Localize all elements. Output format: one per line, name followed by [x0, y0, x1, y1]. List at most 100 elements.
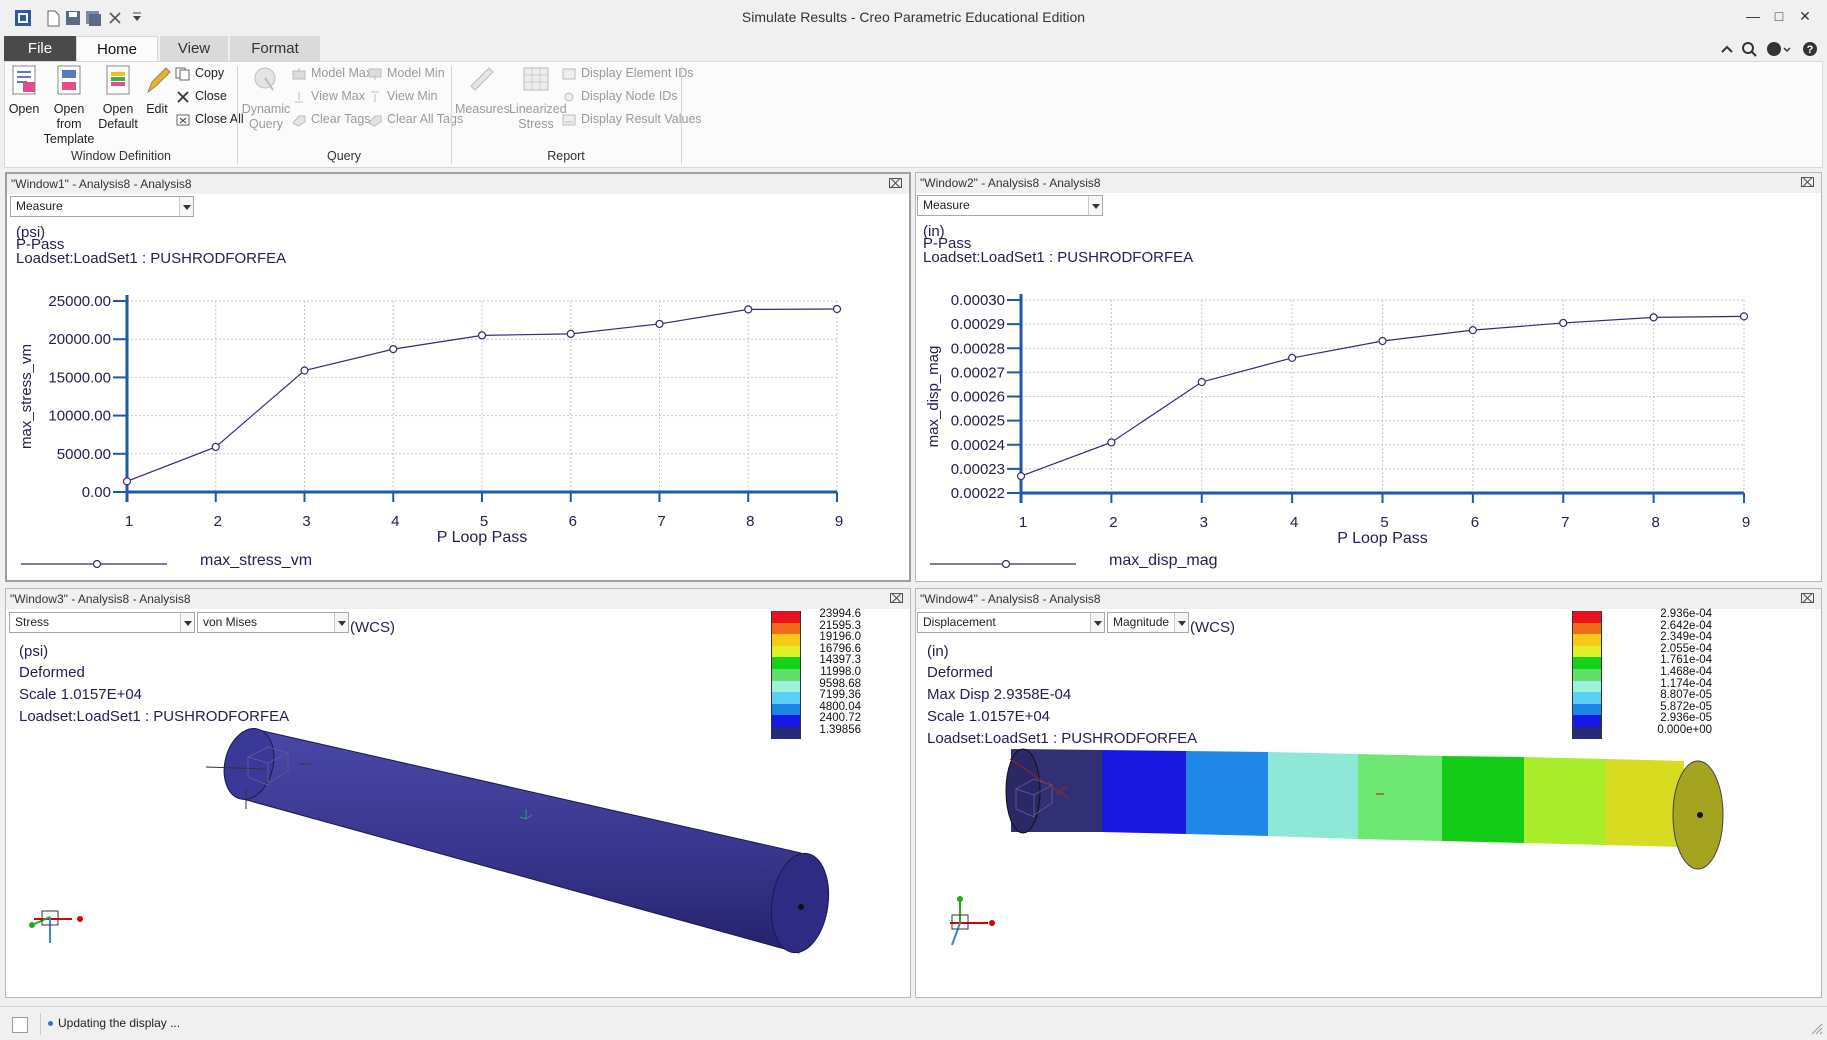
resize-grip-icon[interactable]: [1809, 1021, 1823, 1035]
app-icon[interactable]: [14, 9, 32, 27]
legend-value: 0.000e+00: [1657, 723, 1712, 736]
open-default-button[interactable]: Open Default: [97, 64, 139, 132]
chevron-down-icon[interactable]: [179, 197, 193, 216]
window1-chart[interactable]: 0.00 5000.00 10000.00 15000.00 20000.00 25000…: [7, 174, 911, 580]
window2-measure-value: Measure: [923, 198, 970, 212]
legend-entry: 19196.0: [771, 631, 879, 646]
close-button[interactable]: Close: [175, 87, 227, 105]
clear-all-tags-button[interactable]: Clear All Tags: [367, 110, 463, 128]
linearized-stress-icon: [523, 67, 549, 91]
legend-value: 2.642e-04: [1660, 619, 1712, 632]
window2-close-icon[interactable]: ⌧: [1800, 175, 1815, 190]
pushrod-end-left: [223, 728, 275, 800]
dynamic-query-button[interactable]: Dynamic Query: [241, 64, 291, 132]
x-tick-label: 8: [1651, 514, 1659, 531]
minimize-button[interactable]: —: [1746, 8, 1760, 24]
view-min-button[interactable]: View Min: [367, 87, 437, 105]
chevron-down-icon[interactable]: [334, 613, 348, 632]
display-element-ids-button[interactable]: Display Element IDs: [561, 64, 694, 82]
save-as-icon[interactable]: [84, 9, 102, 27]
close-all-button[interactable]: Close All: [175, 110, 244, 128]
window3-component-select[interactable]: von Mises: [197, 612, 349, 633]
window1-close-icon[interactable]: ⌧: [888, 176, 903, 191]
open-from-template-button[interactable]: Open from Template: [41, 64, 97, 147]
open-default-icon: [106, 65, 130, 95]
window3-close-icon[interactable]: ⌧: [889, 591, 904, 606]
window4-component-select[interactable]: Magnitude: [1107, 612, 1189, 633]
window4-model-view[interactable]: [916, 589, 1821, 997]
window4-quantity-select[interactable]: Displacement: [917, 612, 1105, 633]
clear-tags-button[interactable]: Clear Tags: [291, 110, 371, 128]
window4-close-icon[interactable]: ⌧: [1800, 591, 1815, 606]
customize-toolbar-icon[interactable]: [128, 9, 146, 27]
legend-swatch: [771, 668, 801, 681]
window4-pane[interactable]: "Window4" - Analysis8 - Analysis8 ⌧ Displ…: [915, 588, 1822, 998]
window3-quantity-select[interactable]: Stress: [9, 612, 195, 633]
chevron-down-icon[interactable]: [1088, 196, 1102, 215]
copy-button[interactable]: Copy: [175, 64, 224, 82]
legend-value: 19196.0: [819, 631, 861, 644]
chevron-down-icon[interactable]: [1090, 613, 1104, 632]
y-tick-label: 0.00025: [951, 413, 1005, 430]
legend-entry: 23994.6: [771, 608, 879, 623]
close-app-button[interactable]: ✕: [1799, 8, 1811, 24]
model-max-button[interactable]: Model Max: [291, 64, 372, 82]
maximize-button[interactable]: □: [1774, 8, 1784, 24]
measures-button[interactable]: Measures: [455, 64, 510, 117]
new-file-icon[interactable]: [44, 9, 62, 27]
tab-file[interactable]: File: [4, 36, 76, 62]
dynamic-query-label-1: Dynamic: [241, 102, 291, 116]
display-result-values-button[interactable]: Display Result Values: [561, 110, 702, 128]
community-icon[interactable]: [1767, 42, 1781, 56]
status-toggle-button[interactable]: [12, 1017, 28, 1033]
node-ids-icon: [564, 92, 574, 102]
legend-swatch: [1572, 634, 1602, 646]
pushrod-cylinder[interactable]: [242, 728, 802, 954]
close-window-icon[interactable]: [106, 9, 124, 27]
open-template-icon: [57, 65, 81, 95]
svg-text:?: ?: [1807, 44, 1814, 56]
tab-home[interactable]: Home: [76, 36, 158, 62]
window1-pane[interactable]: "Window1" - Analysis8 - Analysis8 ⌧ Measu…: [5, 172, 911, 582]
band-6: [1442, 756, 1524, 843]
open-button[interactable]: Open: [7, 64, 41, 117]
x-tick-label: 2: [214, 513, 222, 530]
save-icon[interactable]: [64, 9, 82, 27]
window3-model-view[interactable]: [6, 589, 910, 997]
legend-swatch: [771, 634, 801, 646]
band-3: [1186, 751, 1268, 836]
window2-measure-select[interactable]: Measure: [917, 195, 1103, 216]
chevron-down-icon[interactable]: [180, 613, 194, 632]
view-max-button[interactable]: View Max: [291, 87, 365, 105]
chevron-down-icon[interactable]: [1174, 613, 1188, 632]
window3-pane[interactable]: "Window3" - Analysis8 - Analysis8 ⌧ Stres…: [5, 588, 911, 998]
model-min-button[interactable]: Model Min: [367, 64, 445, 82]
legend-entry: 5.872e-05: [1572, 701, 1712, 716]
linearized-stress-button[interactable]: Linearized Stress: [509, 64, 567, 132]
tab-view[interactable]: View: [160, 36, 228, 62]
window2-chart[interactable]: 0.00022 0.00023 0.00024 0.00025 0.00026 0.000…: [916, 173, 1821, 581]
view-max-label: View Max: [311, 89, 365, 103]
window2-pane[interactable]: "Window2" - Analysis8 - Analysis8 ⌧ Measu…: [915, 172, 1822, 582]
x-tick-label: 7: [657, 513, 665, 530]
legend-entry: 16796.6: [771, 643, 879, 658]
dynamic-query-label-2: Query: [248, 117, 284, 131]
x-tick-label: 8: [746, 513, 754, 530]
window1-measure-select[interactable]: Measure: [10, 196, 194, 217]
window-title: Simulate Results - Creo Parametric Educa…: [741, 9, 1086, 25]
collapse-ribbon-icon[interactable]: [1721, 45, 1733, 53]
y-tick-label: 0.00: [82, 484, 111, 501]
data-point: [832, 304, 842, 314]
help-icon[interactable]: [1803, 42, 1817, 56]
legend-entry: 1.39856: [771, 724, 879, 739]
copy-icon: [175, 67, 190, 81]
search-icon[interactable]: [1742, 42, 1754, 54]
dynamic-query-icon: [254, 67, 276, 91]
legend-value: 23994.6: [819, 608, 861, 620]
legend-swatch: [771, 703, 801, 716]
tab-format[interactable]: Format: [230, 36, 320, 62]
legend-value: 1.468e-04: [1660, 665, 1712, 678]
display-node-ids-button[interactable]: Display Node IDs: [561, 87, 678, 105]
edit-button[interactable]: Edit: [139, 64, 175, 117]
x-tick-label: 7: [1561, 514, 1569, 531]
